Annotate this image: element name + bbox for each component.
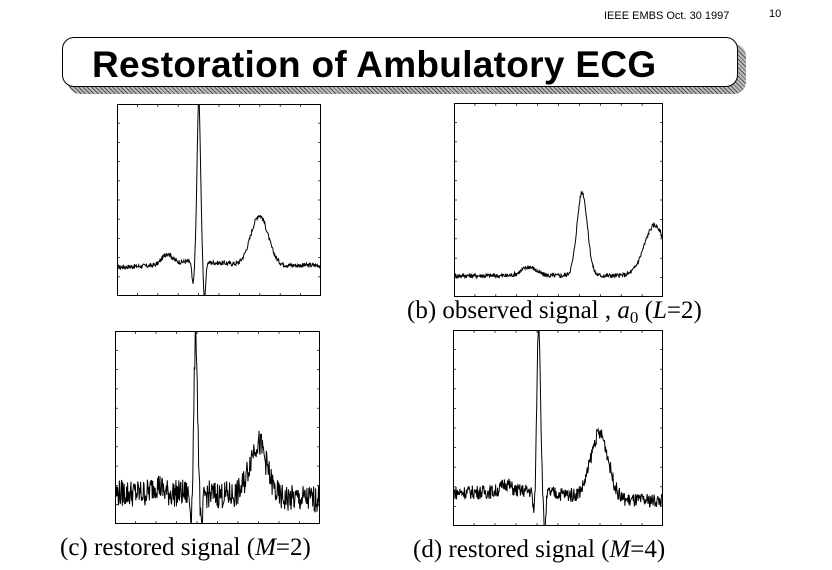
caption-c-prefix: (c) restored signal ( xyxy=(60,534,256,561)
ecg-trace-b xyxy=(454,190,663,280)
plot-frame-d xyxy=(453,330,663,526)
ecg-plot-d xyxy=(453,321,663,535)
ecg-plot-a xyxy=(117,97,321,302)
ecg-trace-d xyxy=(453,321,663,535)
caption-b-suffix: =2) xyxy=(666,297,702,324)
caption-d-italic: M xyxy=(609,536,631,563)
caption-d-prefix: (d) restored signal ( xyxy=(413,536,610,563)
page-title: Restoration of Ambulatory ECG xyxy=(92,44,657,85)
ecg-panel-b xyxy=(454,103,663,302)
caption-d: (d) restored signal (M=4) xyxy=(413,536,665,564)
page-number: 10 xyxy=(769,8,782,20)
caption-b: (b) observed signal , a0 (L=2) xyxy=(407,297,702,328)
ecg-panel-c xyxy=(115,320,320,529)
caption-c-italic: M xyxy=(255,534,276,561)
caption-b-italic: L xyxy=(652,297,667,324)
caption-b-sub: 0 xyxy=(629,308,639,327)
ecg-trace-a xyxy=(117,97,321,302)
header-meta: IEEE EMBS Oct. 30 1997 xyxy=(604,10,730,22)
caption-b-mid: ( xyxy=(638,297,653,324)
ecg-panel-a xyxy=(117,97,321,302)
caption-b-var: a xyxy=(617,297,630,324)
title-box xyxy=(62,37,738,87)
caption-c: (c) restored signal (M=2) xyxy=(60,534,311,562)
plot-frame-b xyxy=(454,103,663,297)
ecg-plot-b xyxy=(454,103,663,297)
ecg-trace-c xyxy=(115,320,320,529)
caption-b-prefix: (b) observed signal , xyxy=(407,297,618,324)
caption-d-suffix: =4) xyxy=(630,536,666,563)
ecg-plot-c xyxy=(115,320,320,529)
caption-c-suffix: =2) xyxy=(275,534,311,561)
ecg-panel-d xyxy=(453,321,663,535)
